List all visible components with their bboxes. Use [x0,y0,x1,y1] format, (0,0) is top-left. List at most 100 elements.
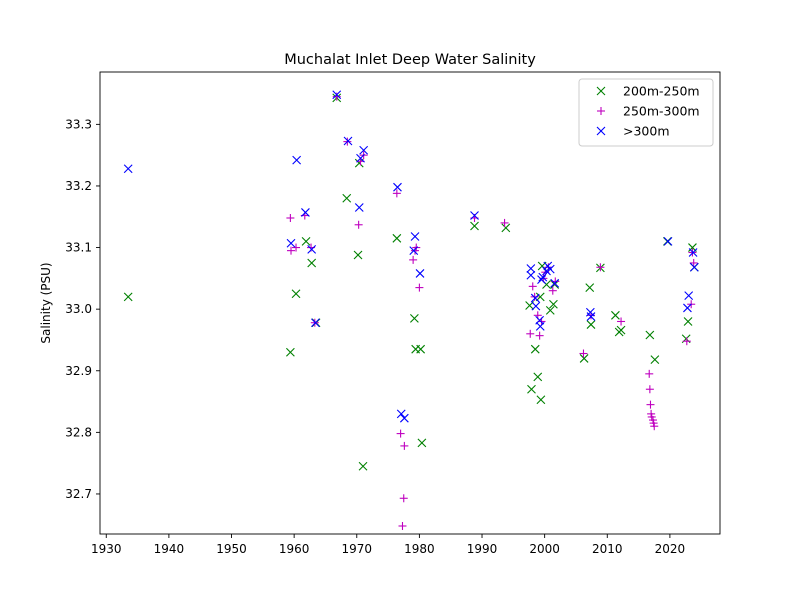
y-tick-label: 33.1 [65,241,92,255]
data-point [311,318,320,328]
plot-area [100,72,720,534]
data-point [689,262,699,272]
data-point [683,317,693,326]
y-tick-label: 33.3 [65,117,92,131]
data-point [526,264,536,273]
series-2 [123,90,699,423]
data-point [409,314,419,323]
x-tick-label: 1990 [467,542,498,556]
legend-box [578,78,714,147]
data-point [409,255,418,264]
x-tick-label: 1930 [91,542,122,556]
plot-frame [99,71,721,535]
data-point [470,211,479,220]
data-point [535,331,544,340]
data-point [285,347,295,357]
data-point [650,355,660,365]
data-point [585,283,595,292]
data-point [530,293,540,303]
y-axis: 32.7 32.8 32.9 33.0 33.1 33.2 33.3 [65,117,100,501]
data-points [123,90,699,530]
x-tick-label: 1960 [279,542,310,556]
data-point [545,264,555,274]
data-point [528,282,537,291]
data-point [399,494,408,503]
x-axis: 1930 1940 1950 1960 1970 1980 1990 2000 2010 2020 [91,534,685,556]
data-point [684,291,694,300]
data-point [332,92,341,101]
data-point [531,301,541,311]
y-tick-label: 32.8 [65,425,92,439]
data-point [549,299,558,309]
data-point [358,461,368,471]
legend-item: >300m [596,124,670,139]
data-point [645,385,654,394]
data-point [415,283,424,292]
x-tick-label: 1940 [154,542,185,556]
data-point [399,413,409,423]
data-point [286,213,295,222]
x-tick-label: 1950 [216,542,247,556]
legend-marker [596,126,606,136]
x-tick-label: 2000 [529,542,560,556]
data-point [123,292,133,302]
data-point [398,521,407,530]
data-point [550,278,560,288]
data-point [596,263,605,272]
data-point [286,238,296,248]
data-point [343,136,353,146]
data-point [527,384,536,394]
data-point [301,237,311,246]
y-tick-label: 32.9 [65,364,92,378]
data-point [530,344,540,354]
data-point [307,245,317,254]
data-point [353,250,363,260]
data-point [533,372,543,382]
legend-marker [596,86,606,96]
data-point [683,303,692,313]
data-point [415,269,425,278]
data-point [535,322,545,331]
legend-label: 250m-300m [623,104,700,119]
data-point [292,243,301,252]
data-point [538,272,548,282]
data-point [396,409,406,419]
y-tick-label: 33.0 [65,302,92,316]
data-point [410,232,420,241]
data-point [301,208,310,217]
data-point [500,218,509,227]
data-point [501,223,511,233]
data-point [646,400,655,409]
data-point [579,354,589,363]
legend-marker [597,107,605,115]
legend-item: 250m-300m [597,104,700,119]
data-point [536,395,546,405]
data-point [645,369,654,378]
data-point [123,164,133,174]
data-point [396,429,405,438]
x-tick-label: 1970 [341,542,372,556]
data-point [645,330,655,340]
data-point [307,258,317,268]
data-point [537,275,546,284]
data-point [548,286,557,295]
data-point [416,344,426,354]
data-point [359,145,369,155]
data-point [616,325,626,335]
data-point [688,248,698,257]
y-tick-label: 33.2 [65,179,92,193]
legend-item: 200m-250m [596,84,700,99]
chart-title: Muchalat Inlet Deep Water Salinity [284,52,536,68]
data-point [535,292,545,302]
data-point [663,237,673,246]
data-point [292,155,302,165]
data-point [291,289,301,299]
data-point [617,317,626,326]
data-point [287,246,296,255]
data-point [354,203,364,212]
data-point [526,270,536,280]
data-point [332,90,342,100]
x-tick-label: 2010 [592,542,623,556]
y-tick-label: 32.7 [65,487,92,501]
